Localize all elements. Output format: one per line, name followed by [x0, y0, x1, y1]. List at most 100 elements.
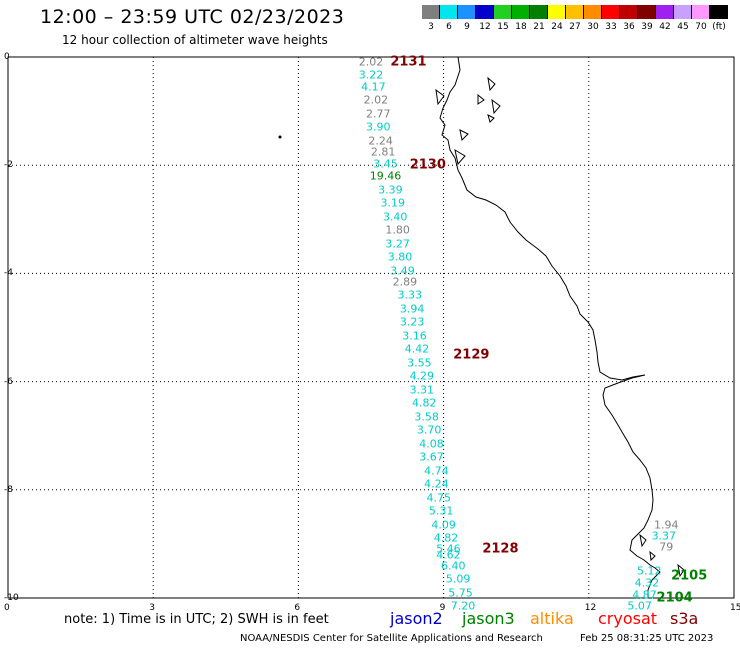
colorbar-label: 3 [428, 22, 434, 32]
colorbar-swatch [602, 5, 620, 19]
coastline [439, 56, 661, 598]
wave-height-label: 3.67 [419, 450, 444, 464]
wave-height-label: 4.62 [436, 548, 461, 562]
orbit-revolution-label: 2105 [671, 568, 708, 584]
colorbar-swatch [638, 5, 656, 19]
colorbar-label: 33 [605, 22, 617, 32]
wave-height-label: 5.07 [627, 599, 652, 613]
wave-height-label: 3.19 [380, 196, 406, 210]
colorbar-swatch [548, 5, 566, 19]
wave-height-label: 3.16 [402, 329, 427, 343]
wave-height-label: 3.33 [397, 288, 422, 302]
colorbar-label: 6 [446, 22, 452, 32]
plot-frame [7, 56, 735, 599]
wave-height-label: 4.32 [634, 576, 660, 590]
colorbar-swatch [458, 5, 476, 19]
wave-height-label: 3.40 [382, 210, 408, 224]
wave-height-label: 4.09 [431, 518, 456, 532]
x-tick-label: 9 [439, 603, 446, 613]
wave-height-label: 19.46 [369, 169, 402, 183]
note-text: note: 1) Time is in UTC; 2) SWH is in fe… [64, 612, 329, 627]
wave-height-label: 1.94 [653, 518, 679, 532]
wave-height-label: 6.40 [441, 559, 466, 573]
colorbar-swatch [692, 5, 710, 19]
colorbar-swatch [674, 5, 692, 19]
wave-height-label: 3.39 [378, 183, 403, 197]
wave-height-label: 2.89 [392, 275, 418, 288]
credit-text: NOAA/NESDIS Center for Satellite Applica… [240, 633, 543, 644]
x-tick-label: 12 [584, 603, 597, 613]
colorbar-label: 12 [479, 22, 491, 32]
generated-timestamp: Feb 25 08:31:25 UTC 2023 [580, 633, 714, 644]
colorbar-label: 45 [677, 22, 689, 32]
colorbar-swatch [494, 5, 512, 19]
wave-height-label: 4.87 [632, 588, 657, 602]
wave-height-label: 7.20 [450, 599, 476, 613]
colorbar-label: 9 [464, 22, 470, 32]
colorbar-label: 21 [533, 22, 545, 32]
wave-height-label: 3.31 [409, 383, 435, 397]
colorbar-label: 36 [623, 22, 635, 32]
island-dot [278, 135, 282, 139]
colorbar-swatch [620, 5, 638, 19]
orbit-revolution-label: 2129 [453, 347, 490, 363]
wave-height-label: 5.46 [436, 542, 461, 556]
y-tick-label: -2 [4, 160, 13, 171]
wave-height-label: 5.09 [445, 572, 471, 586]
wave-height-label: 4.17 [361, 80, 386, 94]
y-tick-label: -6 [4, 376, 13, 387]
wave-height-label: 4.08 [419, 437, 444, 451]
colorbar-swatch [710, 5, 728, 19]
colorbar-label: 15 [497, 22, 509, 32]
wave-height-label: 3.22 [358, 68, 384, 82]
wave-height-label: 3.23 [399, 315, 425, 329]
colorbar-label: (ft) [712, 22, 726, 32]
wave-height-label: 2.24 [368, 134, 393, 148]
x-tick-label: 0 [4, 603, 10, 613]
wave-height-label: 2.02 [358, 55, 384, 69]
y-tick-label: -10 [4, 593, 19, 603]
wave-height-label: 4.24 [424, 477, 449, 491]
colorbar-label: 18 [515, 22, 527, 32]
wave-height-label: 5.75 [448, 586, 473, 600]
legend-altika: altika [530, 609, 574, 628]
colorbar-swatch [530, 5, 548, 19]
y-tick-label: -8 [4, 484, 13, 495]
legend-jason2: jason2 [390, 609, 443, 628]
wave-height-label: 4.29 [409, 369, 435, 383]
wave-height-label: 1.80 [385, 223, 410, 237]
colorbar-swatch [422, 5, 440, 19]
colorbar-swatch [566, 5, 584, 19]
wave-height-label: 4.82 [411, 396, 437, 410]
y-tick-label: -4 [4, 268, 13, 279]
wave-height-label: 3.70 [416, 423, 442, 437]
map-title: 12:00 – 23:59 UTC 02/23/2023 [40, 6, 345, 28]
colorbar-label: 30 [587, 22, 599, 32]
wave-height-label: 3.80 [387, 250, 413, 264]
wave-height-label: 4.42 [404, 342, 430, 356]
orbit-revolution-label: 2130 [409, 157, 446, 173]
x-tick-label: 6 [294, 603, 301, 613]
wave-height-label: 4.82 [433, 531, 459, 545]
legend-cryosat: cryosat [598, 609, 658, 628]
grid-lines [8, 57, 734, 598]
orbit-revolution-label: 2131 [390, 54, 427, 70]
wave-height-label: 5.31 [428, 504, 454, 518]
colorbar-swatch [512, 5, 530, 19]
island-south [639, 533, 685, 578]
wave-height-label: 3.90 [366, 120, 391, 134]
wave-height-label: 2.77 [366, 107, 391, 121]
wave-height-label: 3.45 [373, 157, 398, 171]
colorbar-swatch [476, 5, 494, 19]
colorbar-label: 70 [695, 22, 707, 32]
x-tick-label: 15 [730, 603, 740, 613]
wave-height-label: 79 [659, 540, 674, 554]
wave-height-label: 3.49 [390, 264, 415, 278]
wave-height-label: 3.58 [414, 410, 439, 424]
colorbar-label: 39 [641, 22, 653, 32]
wave-height-label: 3.27 [385, 237, 410, 251]
y-tick-label: 0 [4, 52, 10, 62]
colorbar-swatch [440, 5, 458, 19]
x-tick-label: 3 [149, 603, 155, 613]
